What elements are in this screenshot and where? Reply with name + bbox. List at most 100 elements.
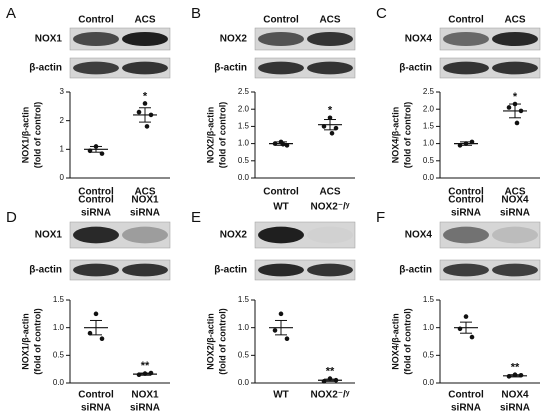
lane-label: Control (263, 15, 299, 26)
blot-label: β-actin (214, 265, 247, 276)
x-tick-label: siRNA (130, 403, 160, 414)
panel-label: A (6, 5, 16, 22)
y-tick-label: 0.5 (238, 350, 250, 359)
blot-band (258, 31, 304, 47)
blot-band (443, 226, 489, 244)
y-tick-label: 0.5 (423, 156, 435, 165)
panel-label: B (191, 5, 201, 22)
y-tick-label: 2 (60, 116, 65, 125)
lane-label: siRNA (500, 208, 530, 219)
x-tick-label: Control (78, 390, 114, 401)
y-tick-label: 1.5 (423, 295, 435, 304)
data-point (87, 330, 93, 336)
blot-band (443, 31, 489, 47)
data-point (463, 314, 469, 319)
blot-band (122, 226, 168, 244)
blot-band (443, 61, 489, 75)
y-tick-label: 1.5 (53, 295, 65, 304)
lane-label: NOX4 (501, 195, 529, 206)
blot-band (258, 226, 304, 244)
y-axis-label: (fold of control) (32, 308, 42, 374)
significance: * (143, 90, 148, 102)
y-tick-label: 0.5 (423, 350, 435, 359)
x-tick-label: Control (78, 187, 114, 198)
y-tick-label: 2.0 (423, 104, 435, 113)
blot-label: β-actin (399, 63, 432, 74)
y-axis-label: NOX2/β-actin (205, 107, 215, 164)
blot-band (492, 31, 538, 47)
blot-band (73, 226, 119, 244)
data-point (142, 101, 148, 106)
data-point (327, 115, 333, 121)
blot-label: NOX4 (405, 230, 433, 241)
data-point (144, 124, 150, 129)
lane-label: Control (78, 195, 114, 206)
blot-band (73, 263, 119, 277)
lane-label: siRNA (81, 208, 111, 219)
lane-label: NOX2⁻/ʸ (311, 202, 350, 213)
blot-label: β-actin (29, 63, 62, 74)
y-tick-label: 1.0 (238, 139, 250, 148)
blot-label: NOX1 (35, 34, 63, 45)
lane-label: siRNA (130, 208, 160, 219)
x-tick-label: siRNA (81, 403, 111, 414)
panel-label: C (376, 5, 387, 22)
blot-label: NOX1 (35, 230, 63, 241)
lane-label: ACS (319, 15, 340, 26)
y-axis-label: NOX2/β-actin (205, 313, 215, 370)
y-axis-label: NOX4/β-actin (390, 313, 400, 370)
lane-label: Control (448, 15, 484, 26)
y-tick-label: 0.0 (53, 378, 65, 387)
data-point (329, 130, 335, 136)
blot-band (307, 31, 353, 47)
blot-band (492, 226, 538, 244)
panel-label: D (6, 209, 17, 226)
y-tick-label: 1.0 (238, 323, 250, 332)
y-axis-label: (fold of control) (217, 308, 227, 374)
significance: ** (141, 360, 150, 372)
y-axis-label: (fold of control) (402, 102, 412, 168)
y-axis-label: NOX1/β-actin (20, 313, 30, 370)
data-point (93, 311, 99, 317)
y-tick-label: 1.0 (423, 139, 435, 148)
y-tick-label: 0.0 (423, 173, 435, 182)
y-tick-label: 0.0 (423, 378, 435, 387)
lane-label: siRNA (451, 208, 481, 219)
data-point (514, 120, 520, 126)
significance: * (513, 91, 518, 103)
y-tick-label: 1.0 (423, 323, 435, 332)
panel-label: F (376, 209, 385, 226)
y-tick-label: 3 (60, 87, 65, 96)
blot-band (258, 263, 304, 277)
x-tick-label: NOX4 (501, 390, 529, 401)
y-tick-label: 1.0 (53, 323, 65, 332)
blot-band (73, 61, 119, 75)
y-tick-label: 0.5 (53, 350, 65, 359)
lane-label: Control (448, 195, 484, 206)
x-tick-label: siRNA (500, 403, 530, 414)
x-tick-label: WT (273, 390, 289, 401)
lane-label: ACS (134, 15, 155, 26)
y-axis-label: (fold of control) (32, 102, 42, 168)
y-tick-label: 1.5 (238, 295, 250, 304)
lane-label: WT (273, 202, 289, 213)
data-point (272, 328, 278, 333)
data-point (333, 125, 339, 131)
blot-label: β-actin (29, 265, 62, 276)
blot-band (307, 61, 353, 75)
blot-label: NOX2 (220, 34, 248, 45)
blot-band (258, 61, 304, 75)
blot-label: NOX2 (220, 230, 248, 241)
panel-label: E (191, 209, 201, 226)
blot-label: β-actin (214, 63, 247, 74)
blot-band (492, 263, 538, 277)
y-tick-label: 0.5 (238, 156, 250, 165)
y-tick-label: 0.0 (238, 378, 250, 387)
x-tick-label: NOX1 (131, 390, 159, 401)
y-axis-label: (fold of control) (402, 308, 412, 374)
blot-band (492, 61, 538, 75)
lane-label: NOX1 (131, 195, 159, 206)
blot-band (122, 263, 168, 277)
blot-label: β-actin (399, 265, 432, 276)
